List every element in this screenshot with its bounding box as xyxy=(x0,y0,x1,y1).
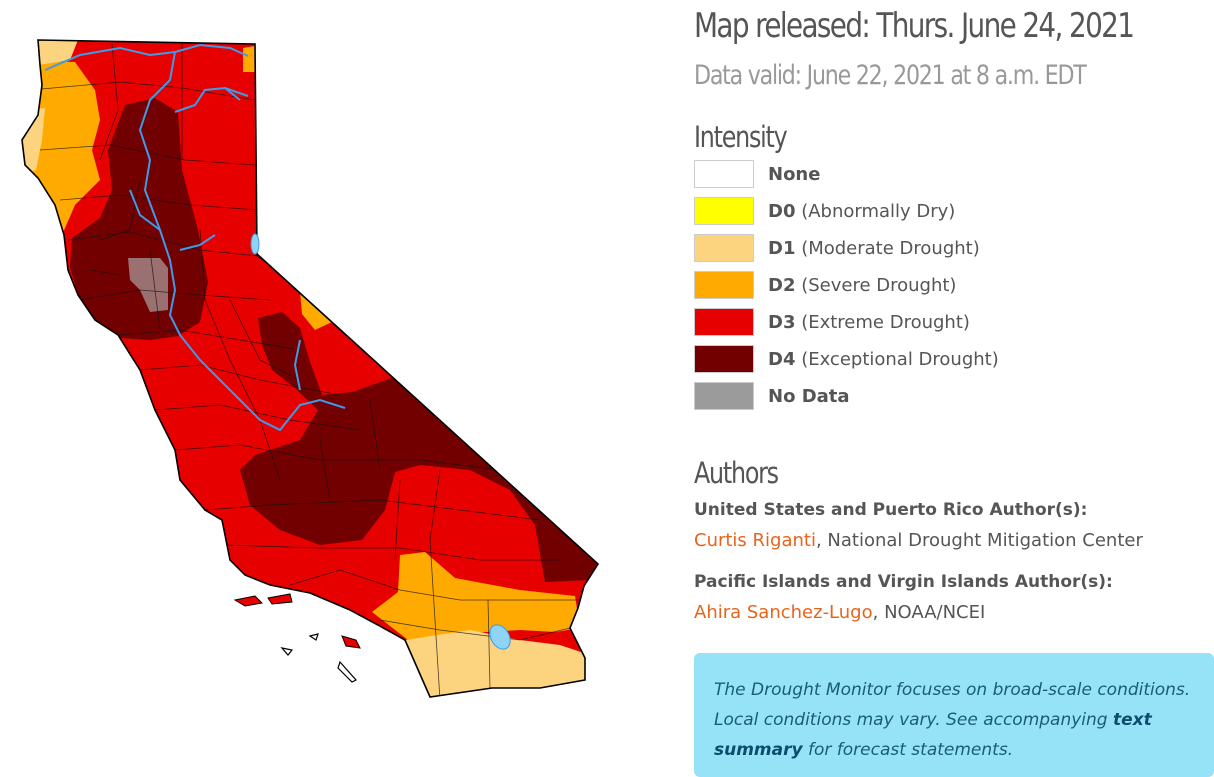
channel-islands xyxy=(233,593,361,649)
legend-desc: (Moderate Drought) xyxy=(795,238,980,259)
legend-desc: (Exceptional Drought) xyxy=(795,349,999,370)
d2-northeast xyxy=(243,46,255,72)
data-valid-date: Data valid: June 22, 2021 at 8 a.m. EDT xyxy=(694,60,1087,91)
lake-tahoe xyxy=(250,233,260,255)
intensity-heading: Intensity xyxy=(694,120,788,154)
nodata-area xyxy=(128,258,168,312)
note-text-after: for forecast statements. xyxy=(802,740,1014,760)
legend-code: No Data xyxy=(768,386,850,407)
drought-map xyxy=(21,39,600,698)
authors-heading: Authors xyxy=(694,456,779,490)
d4-southern xyxy=(240,312,598,582)
legend-desc: (Abnormally Dry) xyxy=(795,201,956,222)
legend-code: D3 xyxy=(768,312,796,333)
us-author-org: , National Drought Mitigation Center xyxy=(815,530,1143,551)
pi-author-line: Ahira Sanchez-Lugo, NOAA/NCEI xyxy=(694,602,985,623)
county-lines xyxy=(29,43,580,697)
rivers xyxy=(44,43,346,432)
drought-areas xyxy=(22,40,598,697)
legend-code: D0 xyxy=(768,201,796,222)
legend-row-d0: D0 (Abnormally Dry) xyxy=(694,197,1194,227)
legend-code: D1 xyxy=(768,238,796,259)
d2-tahoe xyxy=(300,292,332,330)
d1-southern xyxy=(405,630,590,697)
info-panel: Map released: Thurs. June 24, 2021 Data … xyxy=(694,0,1214,777)
pi-author-link[interactable]: Ahira Sanchez-Lugo xyxy=(694,602,873,623)
legend-desc: (Severe Drought) xyxy=(795,275,957,296)
note-text-before: The Drought Monitor focuses on broad-sca… xyxy=(714,680,1191,730)
pi-authors-label: Pacific Islands and Virgin Islands Autho… xyxy=(694,572,1113,592)
disclaimer-note: The Drought Monitor focuses on broad-sca… xyxy=(694,653,1214,777)
map-release-date: Map released: Thurs. June 24, 2021 xyxy=(694,6,1135,46)
legend-swatch xyxy=(694,382,754,410)
small-islands xyxy=(280,633,357,683)
legend-row-d2: D2 (Severe Drought) xyxy=(694,271,1194,301)
legend-code: D4 xyxy=(768,349,796,370)
us-author-link[interactable]: Curtis Riganti xyxy=(694,530,816,551)
legend-swatch xyxy=(694,308,754,336)
legend-swatch xyxy=(694,197,754,225)
legend-swatch xyxy=(694,160,754,188)
salton-sea xyxy=(489,624,511,650)
text-summary-link[interactable]: text summary xyxy=(714,710,1152,760)
legend-row-d4: D4 (Exceptional Drought) xyxy=(694,345,1194,375)
legend-row-nodata: No Data xyxy=(694,382,1194,412)
legend-code: D2 xyxy=(768,275,796,296)
us-authors-label: United States and Puerto Rico Author(s): xyxy=(694,500,1088,520)
legend-row-d1: D1 (Moderate Drought) xyxy=(694,234,1194,264)
legend-swatch xyxy=(694,271,754,299)
legend-row-none: None xyxy=(694,160,1194,190)
legend-code: None xyxy=(768,164,821,185)
d2-southern xyxy=(372,552,580,640)
legend-swatch xyxy=(694,345,754,373)
pi-author-org: , NOAA/NCEI xyxy=(872,602,986,623)
legend-desc: (Extreme Drought) xyxy=(795,312,970,333)
us-author-line: Curtis Riganti, National Drought Mitigat… xyxy=(694,530,1143,551)
state-outline xyxy=(21,39,600,698)
legend-row-d3: D3 (Extreme Drought) xyxy=(694,308,1194,338)
legend-swatch xyxy=(694,234,754,262)
